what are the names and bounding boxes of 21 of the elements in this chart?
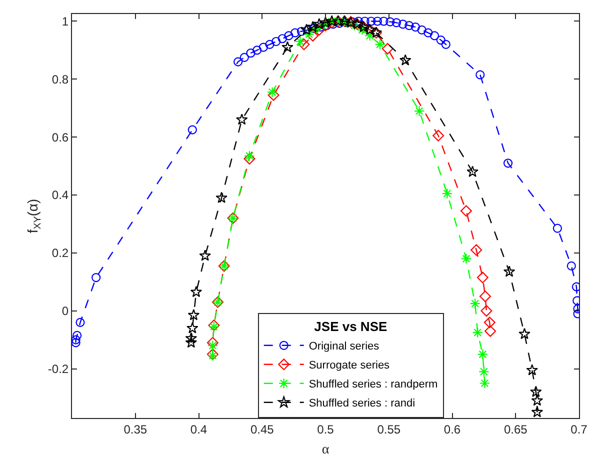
x-tick-label: 0.35: [124, 422, 148, 436]
x-tick-label: 0.55: [377, 422, 401, 436]
x-tick-label: 0.65: [504, 422, 528, 436]
x-tick-label: 0.6: [444, 422, 461, 436]
y-tick-label: 0.8: [52, 72, 69, 86]
legend-label: Original series: [308, 340, 380, 353]
legend-label: Shuffled series : randi: [308, 398, 416, 410]
y-tick-label: 0.2: [52, 246, 69, 260]
x-tick-label: 0.5: [317, 422, 334, 436]
y-tick-label: 0.4: [52, 188, 69, 202]
x-tick-label: 0.45: [250, 422, 274, 436]
x-axis-title: α: [322, 442, 330, 458]
x-tick-label: 0.7: [570, 422, 588, 436]
legend-label: Shuffled series : randperm: [308, 378, 438, 391]
legend-title: JSE vs NSE: [314, 318, 388, 334]
y-tick-label: 1: [62, 14, 69, 28]
x-tick-label: 0.4: [190, 422, 208, 436]
legend-label: Surrogate series: [308, 360, 390, 372]
y-tick-label: -0.2: [48, 362, 69, 376]
y-tick-label: 0: [62, 304, 69, 318]
y-tick-label: 0.6: [52, 130, 69, 144]
